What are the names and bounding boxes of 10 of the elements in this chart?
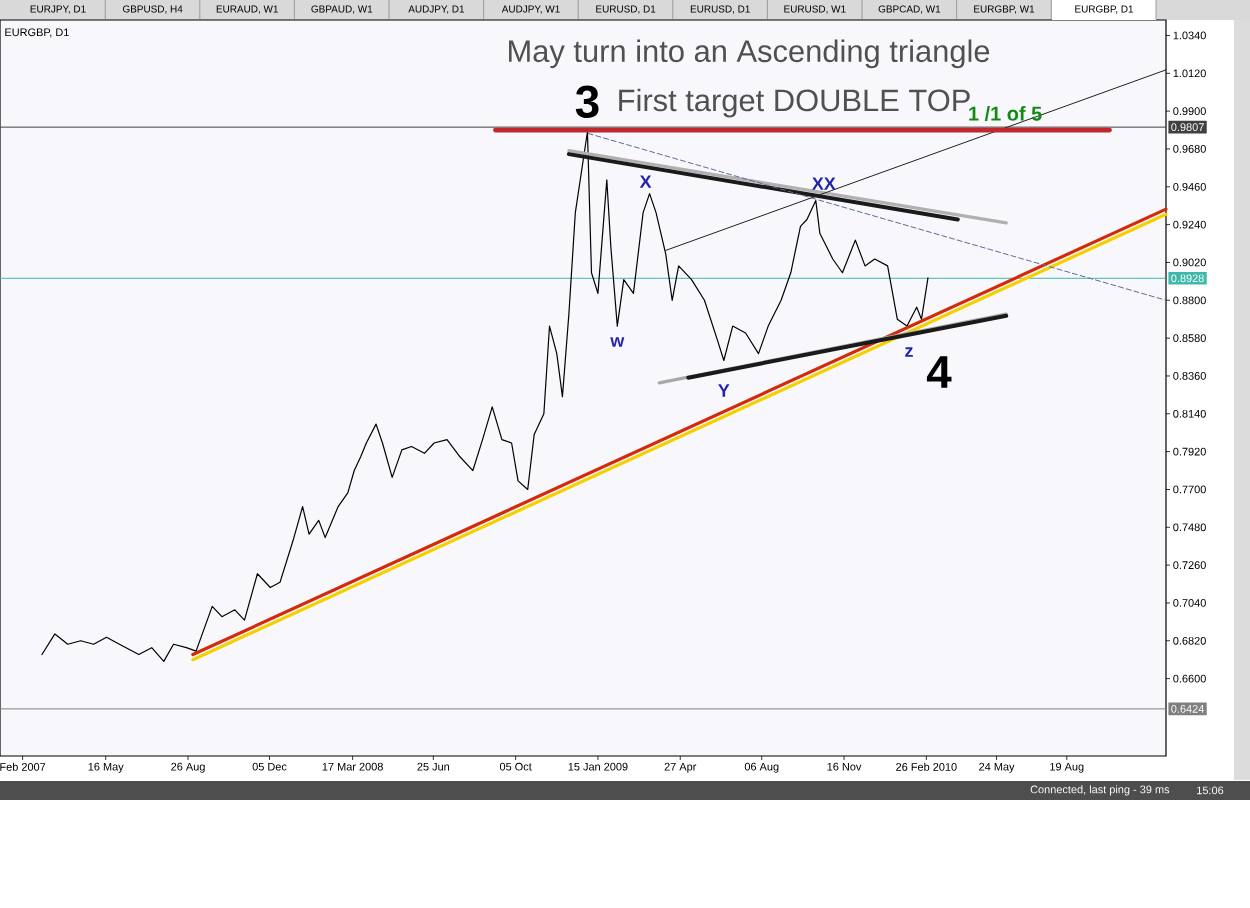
annotation: z: [905, 347, 913, 357]
annotation: First target DOUBLE TOP: [619, 88, 970, 118]
line-series: [41, 131, 929, 663]
annotation: Y: [718, 384, 730, 397]
annotation: X: [639, 175, 652, 188]
annotation: XX: [812, 177, 836, 190]
annotation: w: [610, 337, 625, 347]
annotation: 4: [926, 356, 952, 388]
annotation: 3: [575, 85, 599, 119]
text: May turn into an Ascending triangle: [509, 39, 990, 69]
